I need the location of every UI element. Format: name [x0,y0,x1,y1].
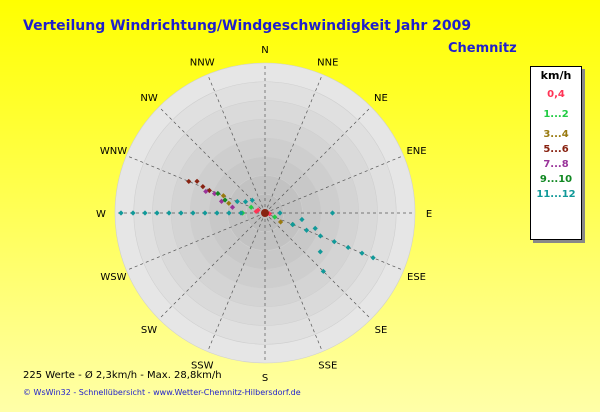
data-point [118,210,124,216]
data-point [166,210,172,216]
direction-label-sw: SW [141,325,157,336]
legend-item: 3...4 [543,129,569,140]
direction-label-wsw: WSW [100,272,126,283]
direction-label-n: N [261,45,268,56]
data-point [272,214,278,220]
data-point [317,233,324,239]
direction-label-w: W [96,209,106,220]
data-point [370,255,376,261]
grid-spoke [207,74,266,214]
data-point [345,244,351,251]
data-point [222,197,228,203]
direction-label-s: S [262,373,268,384]
grid-spoke [207,212,266,352]
data-point [142,210,148,216]
data-point [190,210,196,216]
data-point [303,227,310,233]
data-point [154,210,160,216]
data-point [320,268,326,274]
data-point [178,210,184,216]
direction-label-nne: NNE [317,57,338,68]
direction-labels: N NNE NE ENE E ESE SE SSE S SSW SW WSW W WNW NW NNW [96,45,432,384]
direction-label-nw: NW [140,93,157,104]
legend-item: 0,4 [547,89,565,100]
legend-item: 11...12 [536,189,576,200]
grid-spoke [158,106,266,214]
direction-label-e: E [426,209,432,220]
data-point [186,178,192,185]
data-point [299,216,305,223]
direction-label-wnw: WNW [100,146,127,157]
data-point [234,198,240,205]
data-point [229,204,236,210]
data-point [249,197,255,203]
data-point [203,188,209,195]
grid-spoke [158,212,266,320]
data-point [317,249,323,255]
legend-item: 9...10 [539,174,573,185]
data-point [312,225,318,231]
data-point [359,250,365,256]
stats-text: 225 Werte - Ø 2,3km/h - Max. 28,8km/h [23,369,222,381]
grid-spoke [126,155,266,214]
data-point [277,210,283,216]
legend-item: 7...8 [543,159,569,170]
direction-label-ene: ENE [406,146,426,157]
data-point [194,178,200,184]
direction-label-ssw: SSW [191,361,214,372]
grid-spoke [264,74,323,214]
data-point [290,221,296,228]
data-point [242,199,249,205]
data-point [277,219,284,225]
data-point [211,191,218,197]
grid-spoke [264,212,372,320]
legend-item: 5...6 [543,144,569,155]
data-point [200,184,206,190]
direction-label-sse: SSE [318,361,337,372]
data-point [226,200,232,206]
data-point [226,210,232,216]
footer-text: © WsWin32 - Schnellübersicht - www.Wette… [23,388,301,397]
grid-spoke [264,155,404,214]
legend-item: 1...2 [543,109,569,120]
data-point [238,210,244,216]
data-point [329,210,336,216]
station-name: Chemnitz [448,41,517,56]
legend: km/h 0,4 1...2 3...4 5...6 7...8 9...10 11...1… [530,66,582,240]
direction-label-ne: NE [374,93,388,104]
data-point [214,210,220,216]
data-point [202,210,208,216]
legend-title: km/h [540,69,572,82]
data-point [248,204,254,210]
data-point [253,208,259,215]
grid-spoke [264,106,372,214]
data-point [130,210,136,216]
data-point [215,190,221,197]
grid-spoke [126,212,266,271]
chart-title: Verteilung Windrichtung/Windgeschwindigk… [23,18,471,34]
center-marker [261,209,269,217]
direction-label-se: SE [375,325,388,336]
data-point [331,239,337,245]
data-point [206,187,212,194]
data-point [220,193,227,199]
data-points [118,178,376,274]
direction-label-nnw: NNW [190,57,215,68]
grid-spoke [264,212,323,352]
direction-label-ese: ESE [407,272,426,283]
